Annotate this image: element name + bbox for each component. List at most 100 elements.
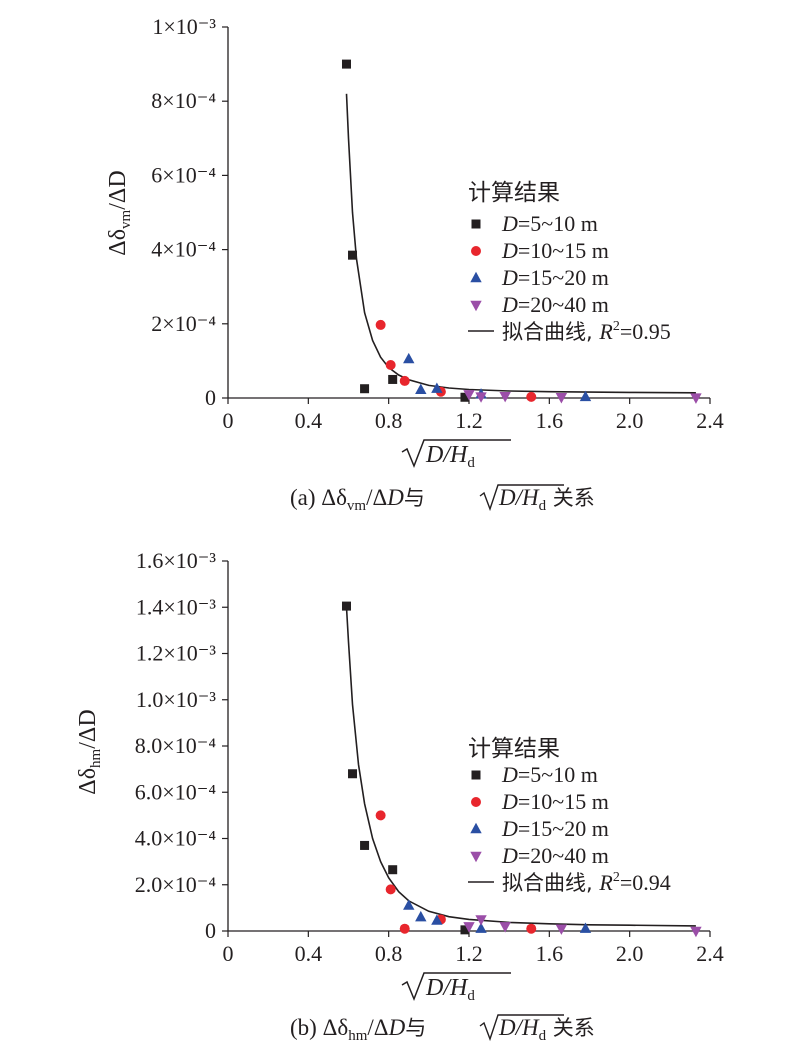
data-point <box>499 922 511 933</box>
x-tick-label: 0 <box>223 408 234 433</box>
series-4 <box>463 390 702 404</box>
legend-fit-r: R <box>598 870 613 895</box>
y-tick-label: 1.4×10⁻³ <box>136 594 217 619</box>
legend-label-range: =5~10 m <box>518 211 598 236</box>
legend-label: D=10~15 m <box>501 789 609 814</box>
chart-panel-a: 0 0.4 0.8 1.2 1.6 2.0 2.4 0 2×10⁻⁴ 4×10⁻⁴ 6×10⁻⁴ 8×… <box>105 14 724 514</box>
legend-marker <box>470 300 482 312</box>
caption-sqrt-icon <box>479 484 564 512</box>
y-tick-label: 0 <box>205 918 216 943</box>
caption-d: D <box>386 485 404 510</box>
legend-label-var: D <box>501 238 518 263</box>
legend-marker <box>470 822 482 834</box>
caption-ratio: D/H <box>498 485 540 510</box>
y-tick-label: 6.0×10⁻⁴ <box>135 779 217 804</box>
x-axis-label-ratio: D/H <box>425 442 469 468</box>
legend-marker <box>470 271 482 283</box>
y-axis-label: Δδhm/ΔD <box>75 709 104 794</box>
legend-label-range: =5~10 m <box>518 762 598 787</box>
caption-ratio-sub: d <box>539 1028 547 1044</box>
data-point <box>579 922 592 933</box>
legend-label: D=15~20 m <box>501 265 609 290</box>
legend-label: D=15~20 m <box>501 816 609 841</box>
x-tick-label: 2.4 <box>696 941 724 966</box>
legend-label-range: =20~40 m <box>518 843 609 868</box>
y-tick-label: 1×10⁻³ <box>152 14 216 39</box>
legend-fit-value: =0.94 <box>620 870 671 895</box>
caption-subscript: vm <box>347 498 367 514</box>
data-point <box>399 375 410 386</box>
data-point <box>403 352 415 364</box>
caption-yu: 与 <box>404 486 425 510</box>
fit-curve <box>345 607 696 927</box>
caption-d: D <box>388 1015 406 1040</box>
legend-title: 计算结果 <box>468 180 560 206</box>
data-point <box>341 59 351 69</box>
legend-fit-sup: 2 <box>613 870 620 885</box>
legend-label-var: D <box>501 816 518 841</box>
data-point <box>360 840 370 850</box>
x-tick-label: 0.8 <box>375 941 403 966</box>
legend-label-range: =20~40 m <box>518 292 609 317</box>
y-tick-label: 0 <box>205 385 216 410</box>
data-point <box>431 914 443 925</box>
legend-marker <box>471 219 481 229</box>
y-axis-label-delta: Δδ <box>105 229 131 256</box>
caption-slash: /Δ <box>366 485 387 510</box>
data-point <box>341 601 351 611</box>
x-tick-label: 0.8 <box>375 408 403 433</box>
x-tick-label: 1.6 <box>536 408 564 433</box>
x-tick-label: 1.2 <box>455 941 483 966</box>
caption-prefix: (b) Δδ <box>290 1015 348 1040</box>
figure-caption: (b) Δδhm/ΔD与 D/Hd 关系 <box>290 1015 595 1044</box>
caption-prefix: (a) Δδ <box>290 485 347 510</box>
legend-label: D=10~15 m <box>501 238 609 263</box>
legend-label-fit: 拟合曲线, R2=0.95 <box>502 319 671 344</box>
x-tick-label: 2.0 <box>616 941 644 966</box>
legend-label: D=20~40 m <box>501 843 609 868</box>
data-point <box>348 769 358 779</box>
chart-panel-b: 0 0.4 0.8 1.2 1.6 2.0 2.4 0 2.0×10⁻⁴ 4.0×10⁻⁴ 6.0×… <box>75 548 724 1044</box>
legend-label: D=5~10 m <box>501 762 598 787</box>
x-axis-label-ratio: D/H <box>425 975 469 1001</box>
legend-marker <box>471 797 481 807</box>
x-tick-label: 2.0 <box>616 408 644 433</box>
data-point <box>385 359 396 370</box>
legend-label-var: D <box>501 265 518 290</box>
series-4 <box>463 915 702 938</box>
y-tick-label: 1.0×10⁻³ <box>136 687 217 712</box>
x-axis-label-subscript: d <box>467 455 475 471</box>
data-point <box>460 925 470 935</box>
figure-caption: (a) Δδvm/ΔD与 D/Hd 关系 <box>290 485 595 514</box>
y-axis-label-denominator: /ΔD <box>105 170 131 209</box>
data-point <box>690 393 702 404</box>
caption-yu: 与 <box>405 1016 426 1040</box>
y-tick-label: 2×10⁻⁴ <box>151 311 216 336</box>
y-tick-label: 1.6×10⁻³ <box>136 548 217 573</box>
data-point <box>375 319 386 330</box>
legend-fit-sup: 2 <box>613 319 620 334</box>
x-axis-label: D/Hd <box>425 975 475 1004</box>
legend-fit-name: 拟合曲线, <box>502 871 599 895</box>
y-axis-label: Δδvm/ΔD <box>105 170 134 255</box>
series-2 <box>375 810 537 934</box>
data-point <box>431 382 443 393</box>
data-point <box>375 810 386 821</box>
data-point <box>499 391 511 403</box>
data-point <box>463 390 475 401</box>
legend-label-var: D <box>501 762 518 787</box>
legend-label-var: D <box>501 211 518 236</box>
caption-suffix: 关系 <box>546 486 595 510</box>
data-point <box>415 910 427 922</box>
data-point <box>385 884 396 895</box>
series-1 <box>341 59 470 402</box>
legend-label-range: =10~15 m <box>518 238 609 263</box>
data-point <box>463 922 475 933</box>
y-tick-label: 8.0×10⁻⁴ <box>135 733 217 758</box>
caption-slash: /Δ <box>367 1015 388 1040</box>
x-axis-label: D/Hd <box>425 442 475 471</box>
data-point <box>555 924 568 935</box>
